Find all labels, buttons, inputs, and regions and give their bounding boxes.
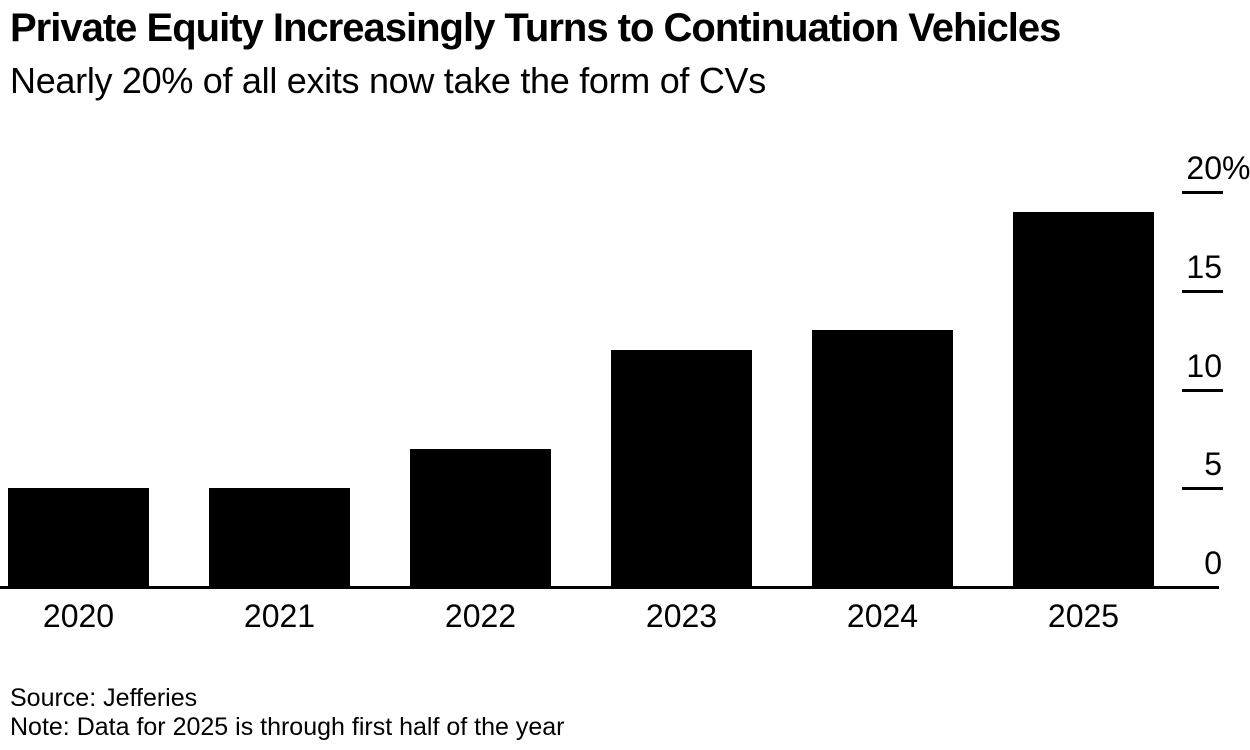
- bar-2025: [1013, 211, 1154, 587]
- chart-subtitle: Nearly 20% of all exits now take the for…: [10, 60, 766, 101]
- data-note: Note: Data for 2025 is through first hal…: [10, 713, 565, 741]
- y-tick-dash-20: [1182, 191, 1223, 194]
- y-tick-dash-15: [1182, 289, 1223, 293]
- chart-footer: Source: Jefferies Note: Data for 2025 is…: [10, 684, 564, 742]
- x-axis-label-2021: 2021: [243, 598, 316, 634]
- y-tick-dash-10: [1182, 388, 1223, 392]
- x-axis-label-2022: 2022: [444, 598, 517, 634]
- y-axis-label-15: 15: [1186, 248, 1222, 285]
- bar-2021: [209, 488, 350, 587]
- x-axis-label-2020: 2020: [42, 598, 115, 634]
- bar-2024: [812, 330, 953, 587]
- source-note: Source: Jefferies: [10, 684, 198, 712]
- y-axis-label-20: 20%: [1186, 150, 1250, 186]
- y-tick-dash-5: [1182, 487, 1223, 491]
- x-axis-baseline: [0, 586, 1219, 589]
- y-axis-label-5: 5: [1204, 446, 1222, 483]
- x-axis-label-2025: 2025: [1047, 598, 1120, 634]
- y-axis-label-10: 10: [1186, 347, 1222, 384]
- y-axis-label-0: 0: [1204, 545, 1222, 581]
- chart-title: Private Equity Increasingly Turns to Con…: [10, 6, 1061, 50]
- bar-2023: [611, 350, 752, 587]
- bar-2020: [8, 488, 149, 587]
- x-axis-label-2023: 2023: [645, 598, 718, 634]
- bar-2022: [410, 448, 551, 587]
- y-axis-unit-suffix: %: [1222, 150, 1250, 186]
- x-axis-label-2024: 2024: [846, 598, 919, 634]
